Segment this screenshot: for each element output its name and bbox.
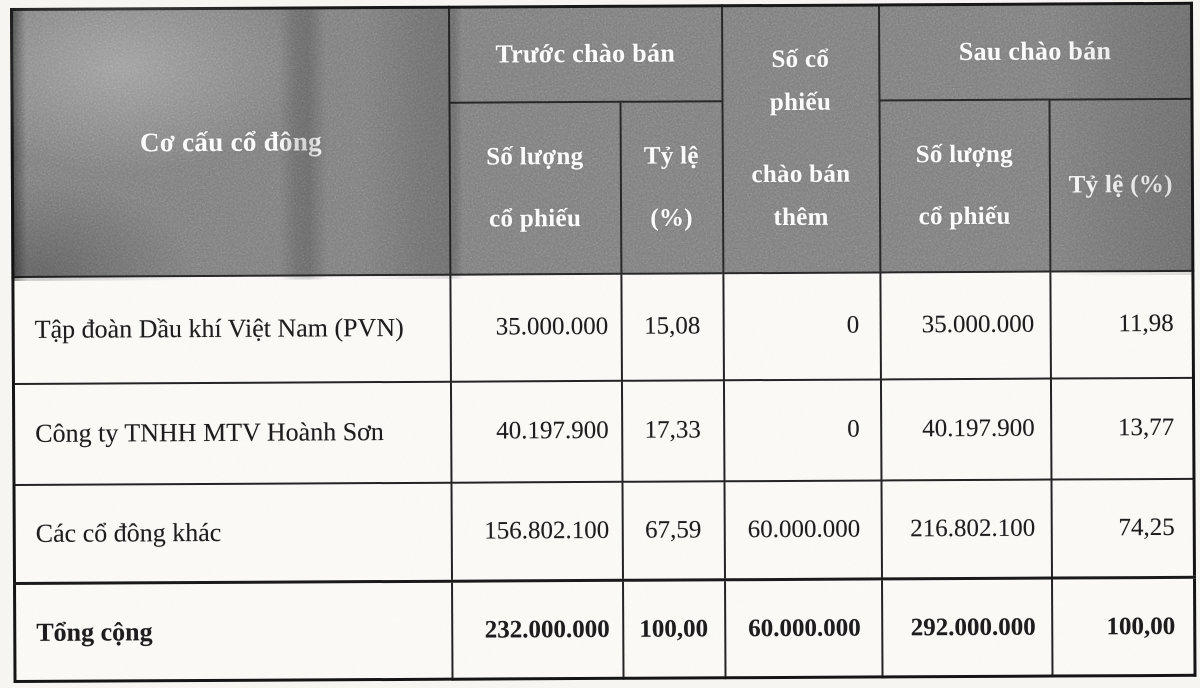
before-ratio-cell: 15,08 bbox=[620, 272, 724, 381]
after-ratio-cell: 74,25 bbox=[1050, 478, 1195, 579]
offered-shares-total-cell: 60.000.000 bbox=[724, 578, 883, 678]
header-line: (%) bbox=[650, 203, 693, 232]
header-line: chào bán bbox=[751, 160, 851, 189]
subheader-after-ratio-percent: Tỷ lệ (%) bbox=[1048, 98, 1193, 272]
header-line: Tỷ lệ bbox=[643, 142, 699, 170]
table-row-other-shareholders: Các cổ đông khác 156.802.100 67,59 60.00… bbox=[13, 478, 1195, 584]
before-quantity-total-cell: 232.000.000 bbox=[451, 580, 624, 680]
table-row-hoanh-son: Công ty TNHH MTV Hoành Sơn 40.197.900 17… bbox=[13, 377, 1194, 485]
after-ratio-cell: 11,98 bbox=[1049, 270, 1194, 379]
header-line: Số lượng bbox=[915, 141, 1013, 169]
after-ratio-total-cell: 100,00 bbox=[1051, 577, 1196, 677]
column-header-offered-shares: Số cổ phiếu chào bán thêm bbox=[721, 4, 880, 273]
after-quantity-total-cell: 292.000.000 bbox=[881, 578, 1053, 677]
header-line: thêm bbox=[773, 203, 829, 231]
offered-shares-cell: 0 bbox=[723, 378, 881, 481]
table-body: Tập đoàn Dầu khí Việt Nam (PVN) 35.000.0… bbox=[12, 270, 1196, 682]
subheader-after-share-quantity: Số lượng cổ phiếu bbox=[878, 99, 1050, 272]
header-line: cổ phiếu bbox=[489, 204, 582, 232]
group-header-before-offering: Trước chào bán bbox=[448, 5, 722, 103]
shareholders-table: Cơ cấu cổ đông Trước chào bán Số cổ phiế… bbox=[10, 1, 1197, 683]
subheader-before-ratio-percent: Tỷ lệ (%) bbox=[619, 100, 723, 274]
shareholder-name-cell: Tập đoàn Dầu khí Việt Nam (PVN) bbox=[12, 274, 451, 384]
after-quantity-cell: 35.000.000 bbox=[879, 271, 1051, 379]
before-ratio-cell: 17,33 bbox=[621, 379, 724, 482]
header-line: Số cổ bbox=[771, 45, 830, 74]
group-header-after-offering: Sau chào bán bbox=[878, 3, 1193, 100]
offered-shares-cell: 0 bbox=[722, 271, 881, 380]
corner-header-shareholder-structure: Cơ cấu cổ đông bbox=[11, 7, 450, 277]
shareholder-name-cell: Các cổ đông khác bbox=[13, 482, 452, 584]
shareholder-name-cell: Công ty TNHH MTV Hoành Sơn bbox=[13, 381, 451, 485]
subheader-before-share-quantity: Số lượng cổ phiếu bbox=[448, 101, 621, 275]
before-quantity-cell: 40.197.900 bbox=[450, 380, 622, 483]
shareholder-structure-table: Cơ cấu cổ đông Trước chào bán Số cổ phiế… bbox=[10, 1, 1197, 683]
total-label-cell: Tổng cộng bbox=[14, 581, 453, 682]
table-header: Cơ cấu cổ đông Trước chào bán Số cổ phiế… bbox=[11, 3, 1193, 277]
after-ratio-cell: 13,77 bbox=[1050, 377, 1194, 480]
after-quantity-cell: 40.197.900 bbox=[880, 378, 1051, 480]
before-ratio-total-cell: 100,00 bbox=[622, 579, 726, 679]
header-line: phiếu bbox=[769, 88, 832, 116]
offered-shares-cell: 60.000.000 bbox=[723, 479, 882, 580]
before-quantity-cell: 156.802.100 bbox=[450, 481, 623, 582]
header-line: Số lượng bbox=[486, 143, 584, 171]
table-row-total: Tổng cộng 232.000.000 100,00 60.000.000 … bbox=[14, 577, 1196, 682]
after-quantity-cell: 216.802.100 bbox=[880, 479, 1052, 579]
before-ratio-cell: 67,59 bbox=[621, 480, 725, 581]
before-quantity-cell: 35.000.000 bbox=[449, 273, 622, 382]
header-line: cổ phiếu bbox=[918, 202, 1011, 230]
table-row-pvn: Tập đoàn Dầu khí Việt Nam (PVN) 35.000.0… bbox=[12, 270, 1194, 384]
